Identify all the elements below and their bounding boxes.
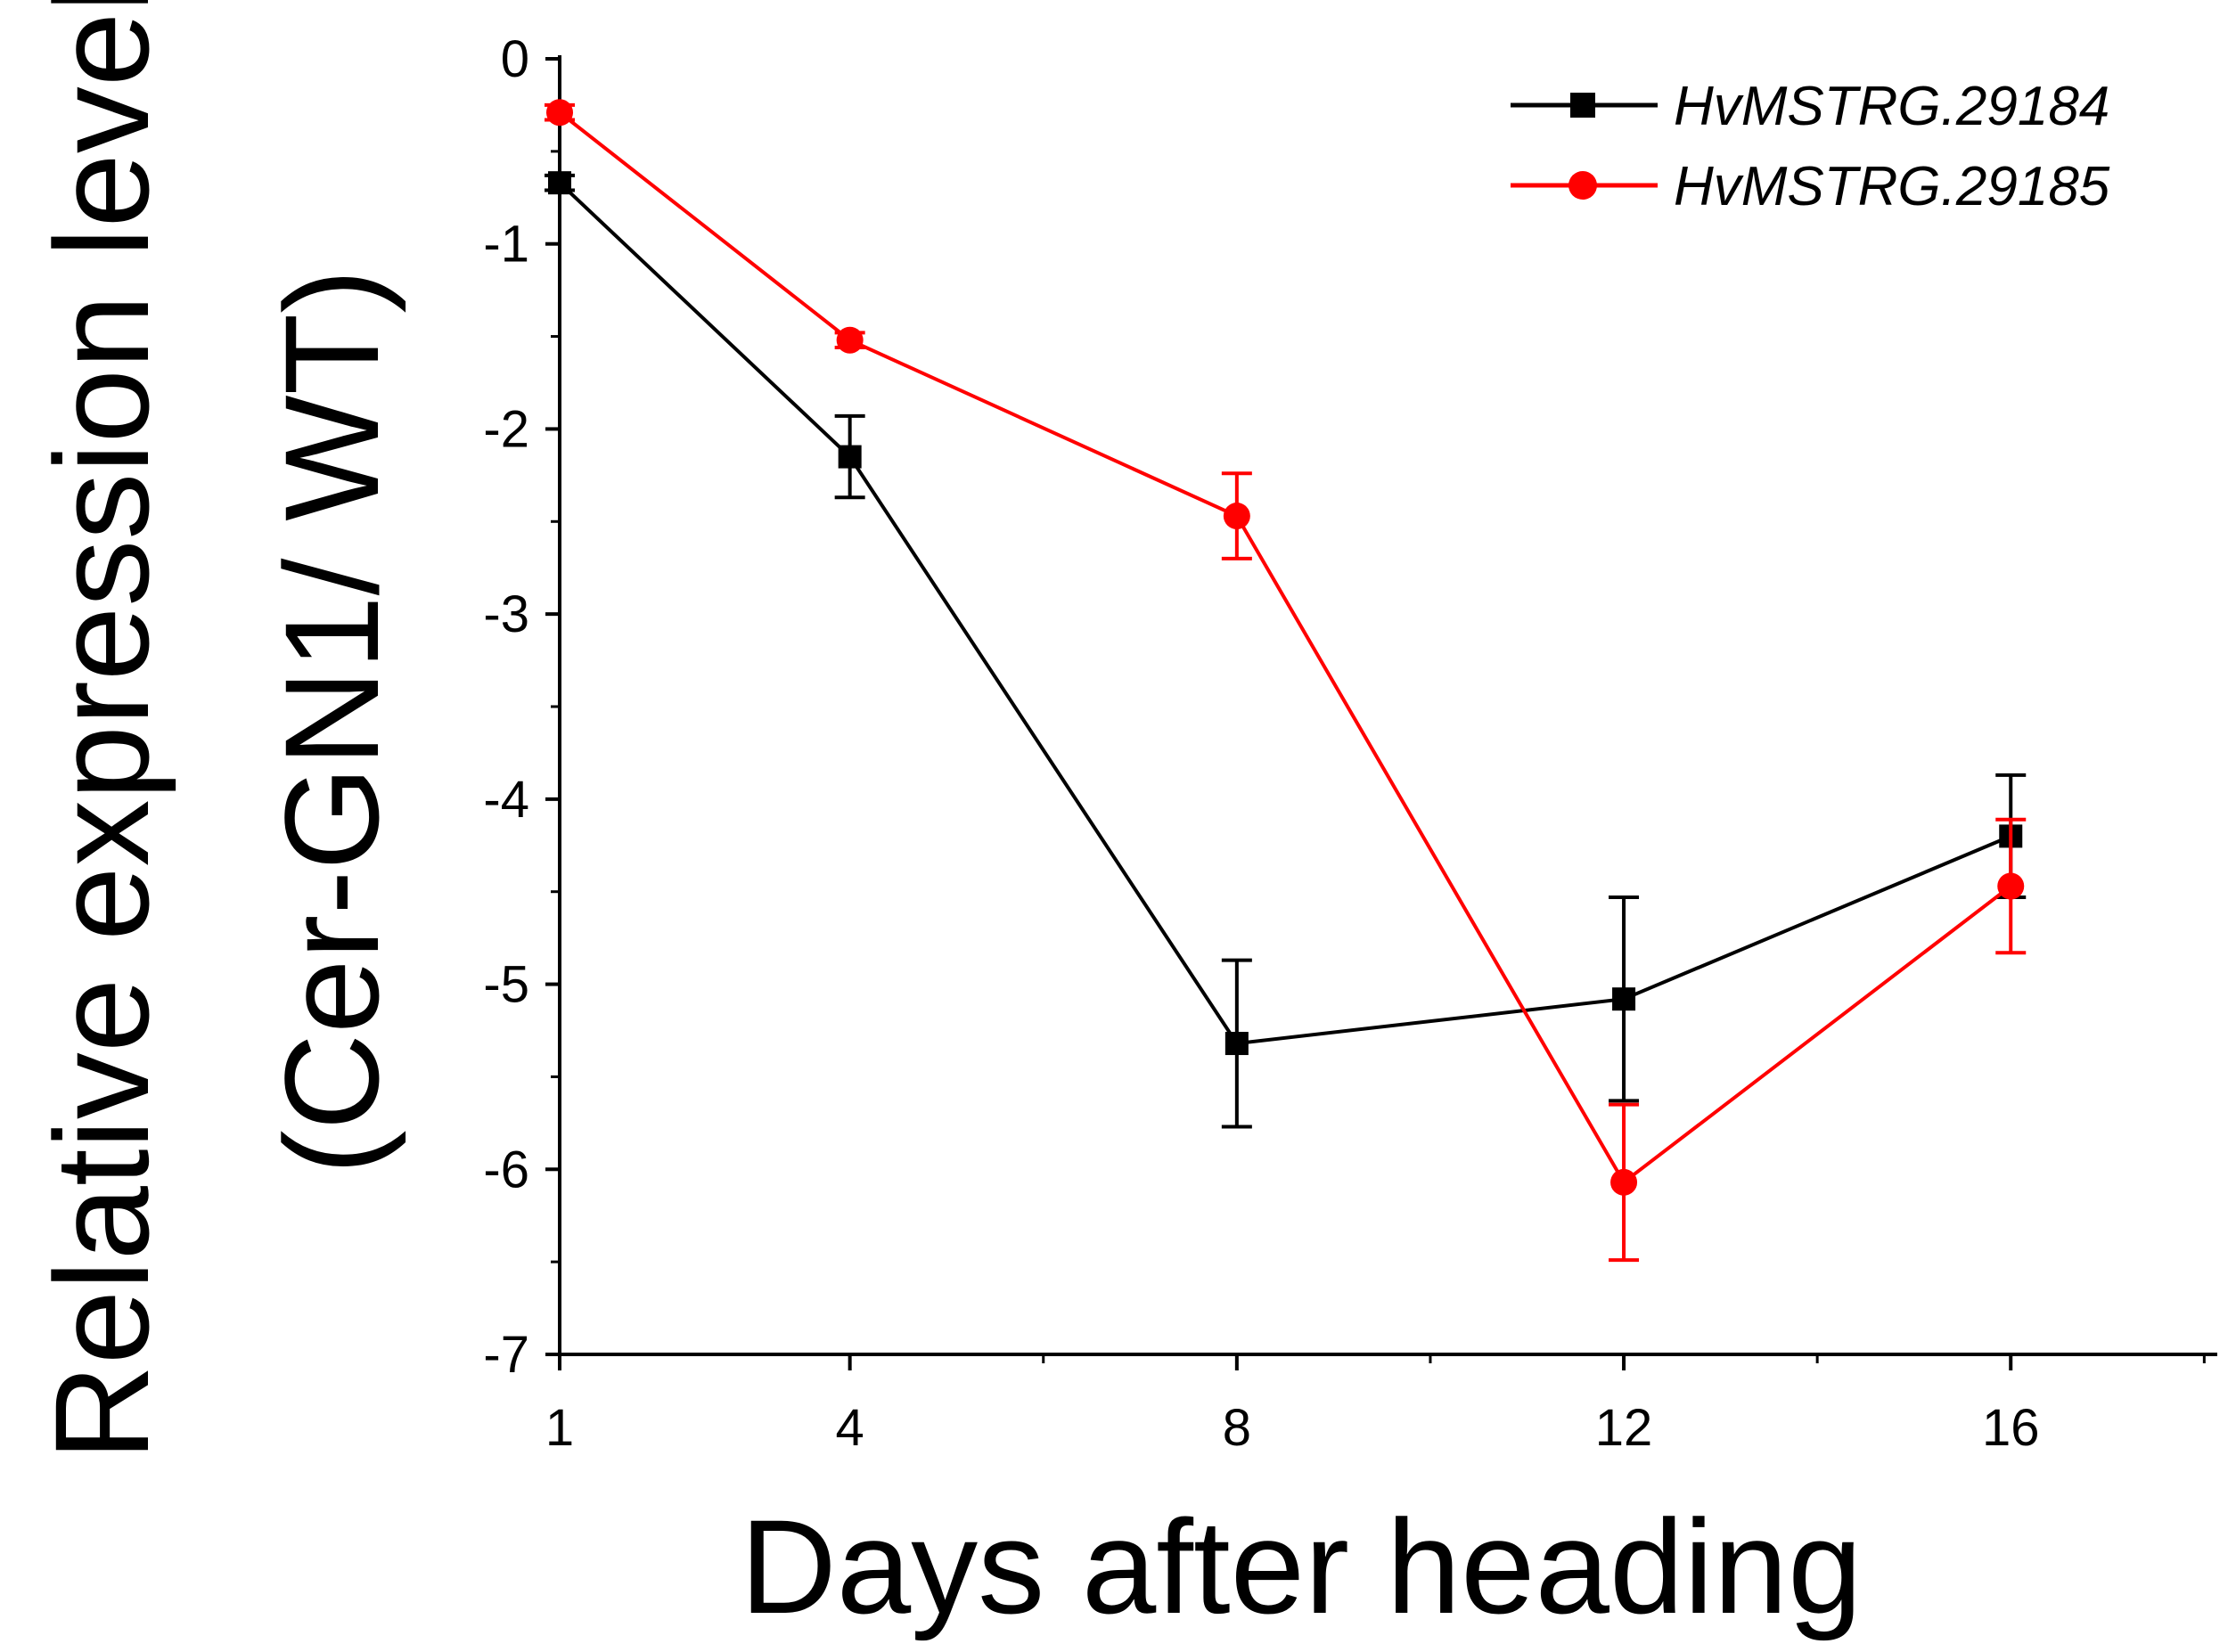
y-axis-title: Relative expression level (Cer-GN1/ WT) (27, 0, 406, 1461)
series-HvMSTRG.29184 (545, 171, 2027, 1129)
x-tick-label: 16 (1982, 1399, 2040, 1457)
data-point (1610, 1168, 1638, 1196)
series-HvMSTRG.29185 (545, 99, 2027, 1263)
x-tick-label: 4 (836, 1399, 864, 1457)
legend: HvMSTRG.29184 HvMSTRG.29185 (1511, 76, 2110, 217)
data-point (836, 326, 864, 354)
y-tick-label: -1 (483, 216, 529, 274)
data-point (546, 99, 573, 127)
y-axis-title-line1: Relative expression level (27, 0, 176, 1461)
data-point (1224, 1032, 1249, 1056)
y-ticks: 0 -1 -2 -3 -4 -5 -6 -7 (483, 30, 560, 1384)
data-point (1997, 872, 2025, 900)
y-tick-label: -2 (483, 400, 529, 458)
x-tick-label: 12 (1595, 1399, 1653, 1457)
series-line-HvMSTRG.29184 (558, 181, 2012, 1046)
legend-label: HvMSTRG.29184 (1674, 76, 2109, 137)
y-tick-label: -5 (483, 956, 529, 1014)
y-tick-label: 0 (501, 30, 529, 88)
series-line-HvMSTRG.29185 (558, 110, 2012, 1185)
data-point (838, 445, 862, 469)
y-tick-label: -6 (483, 1141, 529, 1198)
axes (558, 55, 2217, 1356)
x-ticks: 1 4 8 12 16 (545, 1354, 2206, 1457)
x-axis-title: Days after heading (740, 1492, 1862, 1641)
legend-marker (1568, 171, 1597, 200)
y-axis-title-line2: (Cer-GN1/ WT) (257, 269, 406, 1175)
y-tick-label: -4 (483, 771, 529, 829)
series-layer (545, 99, 2027, 1263)
legend-label: HvMSTRG.29185 (1674, 156, 2110, 217)
data-point (548, 171, 571, 195)
data-point (1223, 503, 1250, 530)
x-tick-label: 8 (1223, 1399, 1251, 1457)
x-tick-label: 1 (545, 1399, 574, 1457)
legend-marker (1570, 93, 1595, 118)
y-tick-label: -3 (483, 585, 529, 643)
y-tick-label: -7 (483, 1326, 529, 1384)
data-point (1612, 987, 1636, 1011)
